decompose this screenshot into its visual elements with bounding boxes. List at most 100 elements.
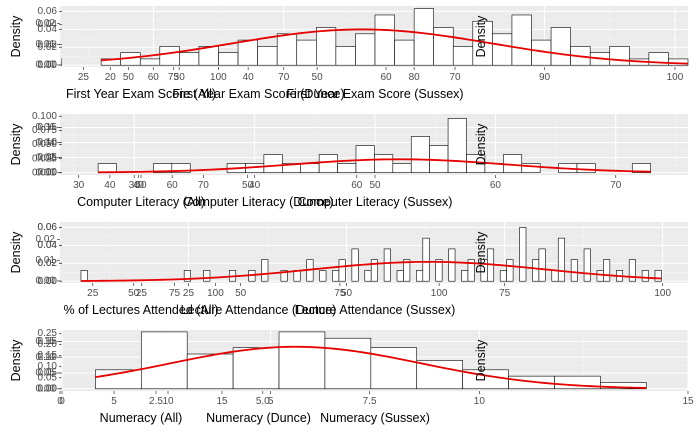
histogram-bar (370, 259, 378, 282)
y-axis-title: Density (9, 339, 23, 381)
y-tick-label: 0.02 (38, 258, 58, 269)
x-tick-label: 5 (111, 396, 117, 407)
x-tick-label: 75 (499, 288, 511, 299)
histogram-bar (631, 163, 651, 173)
x-tick-label: 75 (169, 288, 181, 299)
y-tick-label: 0.04 (36, 137, 56, 148)
histogram-bar (335, 46, 356, 66)
y-tick-label: 0.10 (38, 137, 58, 148)
x-tick-label: 100 (667, 72, 684, 83)
x-axis-title: First Year Exam Score (All) (66, 87, 216, 101)
y-tick-label: 0.10 (38, 352, 58, 363)
normal-density-curve (101, 28, 689, 65)
histogram-bar (394, 39, 415, 66)
normal-density-curve (98, 158, 651, 174)
histogram-bar (600, 382, 647, 390)
y-tick-label: 0.05 (38, 372, 58, 383)
histogram-bar (396, 270, 404, 282)
x-tick-label: 100 (210, 72, 227, 83)
histogram-bar (448, 248, 456, 282)
y-tick-label: 0.02 (36, 234, 56, 245)
y-tick-label: 0.05 (38, 368, 58, 379)
x-tick-label: 40 (133, 180, 145, 191)
histogram-bar (413, 8, 434, 66)
histogram-bar (370, 347, 418, 390)
x-tick-label: 100 (431, 288, 448, 299)
histogram-bar (506, 259, 514, 282)
histogram-bar (609, 46, 630, 66)
histogram-bar (511, 14, 532, 66)
x-axis-title: % of Lectures Attended (All) (64, 303, 219, 317)
histogram-bar (628, 259, 636, 282)
x-tick-label: 15 (216, 396, 228, 407)
histogram-bar (641, 270, 649, 282)
histogram-bar (435, 259, 443, 282)
x-tick-label: 50 (341, 288, 353, 299)
y-tick-label: 0.075 (32, 125, 57, 136)
y-tick-label: 0.02 (36, 18, 56, 29)
x-tick-label: 40 (243, 72, 255, 83)
x-tick-label: 0 (57, 396, 63, 407)
y-tick-label: 0.15 (38, 336, 58, 347)
x-tick-label: 20 (105, 72, 117, 83)
y-tick-label: 0.15 (38, 122, 58, 133)
y-tick-label: 0.02 (36, 152, 56, 163)
x-axis-title: Numeracy (Dunce) (206, 411, 311, 425)
histogram-bar (557, 237, 565, 282)
y-tick-label: 0.06 (36, 122, 56, 133)
y-axis-title: Density (9, 231, 23, 273)
x-tick-label: 50 (128, 288, 140, 299)
histogram-bar (570, 259, 578, 282)
x-tick-label: 50 (123, 72, 135, 83)
x-axis-title: Lecture Attendance (Sussex) (295, 303, 456, 317)
y-tick-label: 0.00 (36, 167, 56, 178)
histogram-bar (171, 163, 191, 173)
x-tick-label: 50 (369, 180, 381, 191)
y-tick-label: 0.01 (36, 39, 56, 50)
x-axis-title: Lecture Attendance (Dunce) (181, 303, 337, 317)
x-tick-label: 50 (242, 180, 254, 191)
y-tick-label: 0.00 (38, 60, 58, 71)
x-tick-label: 15 (682, 396, 694, 407)
x-tick-label: 30 (129, 180, 141, 191)
y-axis-title: Density (474, 339, 488, 381)
histogram-bar (374, 154, 394, 173)
histogram-bar (364, 270, 372, 282)
x-tick-label: 25 (78, 72, 90, 83)
y-tick-label: 0.00 (38, 276, 58, 287)
x-tick-label: 70 (449, 72, 461, 83)
histogram-bar (519, 227, 527, 282)
x-tick-label: 60 (380, 72, 392, 83)
x-tick-label: 80 (409, 72, 421, 83)
x-tick-label: 10 (162, 396, 174, 407)
histogram-bar (576, 163, 596, 173)
histogram-bar (551, 270, 559, 282)
y-tick-label: 0.15 (38, 350, 58, 361)
y-tick-label: 0.05 (38, 152, 58, 163)
x-tick-label: 50 (312, 72, 324, 83)
y-tick-label: 0.02 (38, 258, 58, 269)
y-tick-label: 0.06 (38, 6, 58, 17)
x-tick-label: 60 (167, 180, 179, 191)
histogram-bar (324, 337, 372, 390)
y-tick-label: 0.15 (36, 336, 56, 347)
histogram-bar (183, 270, 191, 282)
y-tick-label: 0.00 (36, 383, 56, 394)
x-tick-label: 75 (168, 72, 180, 83)
histogram-bar (452, 46, 474, 66)
histogram-bar (257, 46, 278, 66)
y-tick-label: 0.06 (38, 222, 58, 233)
histogram-bar (218, 52, 239, 66)
histogram-bar (318, 154, 338, 173)
y-tick-label: 0.00 (38, 60, 58, 71)
y-tick-label: 0.01 (36, 255, 56, 266)
x-tick-label: 100 (207, 288, 224, 299)
histogram-bar (410, 136, 430, 173)
histogram-bar (140, 331, 188, 390)
normal-density-curve (95, 345, 647, 389)
histogram-bar (237, 39, 258, 66)
histogram-bar (467, 259, 475, 282)
y-tick-label: 0.04 (38, 240, 58, 251)
histogram-bar (521, 163, 541, 173)
histogram-bar (261, 259, 269, 282)
